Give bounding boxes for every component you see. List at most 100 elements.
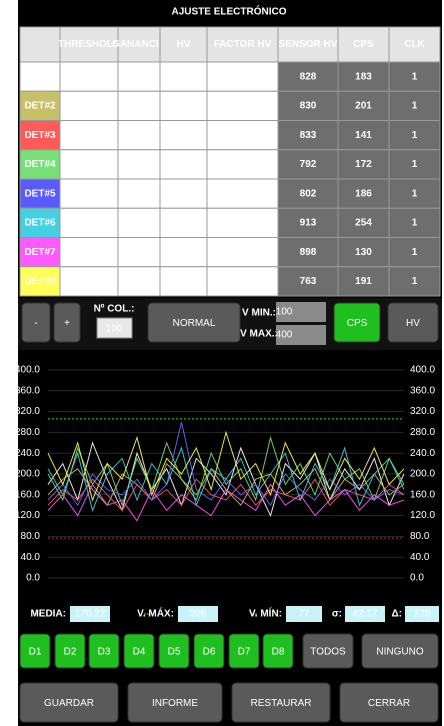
- cell-text: 500: [131, 130, 148, 141]
- minus-button-label[interactable]: -: [34, 318, 37, 329]
- action-button-label[interactable]: RESTAURAR: [251, 698, 312, 709]
- y-tick-label: 200.0: [15, 469, 40, 480]
- detector-button[interactable]: [19, 633, 51, 669]
- cell-text: 1: [412, 71, 418, 82]
- detector-button[interactable]: [123, 633, 155, 669]
- cell-text: 800: [175, 101, 192, 112]
- y2-tick-label: 360.0: [410, 385, 435, 396]
- cell: [159, 237, 208, 268]
- cell-text: 2500: [78, 188, 101, 199]
- normal-button-label[interactable]: NORMAL: [173, 318, 216, 329]
- cell-text: 1: [240, 71, 246, 82]
- stat-label: V. MÍN:: [249, 607, 282, 620]
- cell-text: 172: [355, 159, 372, 170]
- cell-text: 802: [300, 188, 317, 199]
- action-button[interactable]: [127, 682, 223, 723]
- detector-button[interactable]: [88, 633, 120, 669]
- y2-tick-label: 320.0: [410, 406, 435, 417]
- action-button[interactable]: [339, 682, 439, 723]
- detector-button[interactable]: [262, 633, 294, 669]
- cell-text: 833: [300, 130, 317, 141]
- cell: [117, 90, 161, 121]
- cell: [206, 90, 279, 121]
- cps-button[interactable]: [333, 302, 381, 343]
- cell: [388, 90, 441, 121]
- cell-text: 1: [412, 159, 418, 170]
- cell-text: 830: [300, 101, 317, 112]
- row-label-cell: [19, 207, 61, 238]
- action-button-label[interactable]: INFORME: [152, 698, 198, 709]
- cell-text: 500: [131, 101, 148, 112]
- all-button[interactable]: [302, 633, 354, 669]
- plus-button[interactable]: [53, 302, 81, 343]
- cell: [388, 149, 441, 180]
- cell-text: 500: [131, 71, 148, 82]
- stat-box: [178, 606, 218, 622]
- cell-text: 500: [131, 276, 148, 287]
- cell: [277, 90, 339, 121]
- action-button[interactable]: [231, 682, 331, 723]
- col-value[interactable]: 100: [106, 324, 123, 335]
- stat-value: 42.17: [352, 609, 377, 620]
- row-label-cell: [19, 266, 61, 297]
- stat-label: MEDIA:: [30, 609, 66, 620]
- cell: [117, 237, 161, 268]
- cell: [159, 266, 208, 297]
- cell: [59, 90, 119, 121]
- cell-text: 1: [240, 159, 246, 170]
- cell-text: 1: [240, 130, 246, 141]
- col-input[interactable]: [96, 317, 133, 339]
- row-label-cell: [19, 90, 61, 121]
- vmin-value[interactable]: 100: [276, 307, 293, 318]
- detector-button-label[interactable]: D2: [64, 647, 77, 658]
- action-button-label[interactable]: CERRAR: [368, 698, 410, 709]
- cell-text: 2500: [78, 130, 101, 141]
- detector-button-label[interactable]: D8: [272, 647, 285, 658]
- cell: [159, 61, 208, 92]
- series-line: [47, 430, 405, 502]
- vmax-value[interactable]: 400: [276, 330, 293, 341]
- cell: [206, 61, 279, 92]
- detector-button[interactable]: [193, 633, 225, 669]
- series-line: [47, 446, 405, 512]
- header-text: FACTOR HV: [214, 39, 272, 50]
- detector-button-label[interactable]: D7: [238, 647, 251, 658]
- detector-button[interactable]: [158, 633, 190, 669]
- detector-button[interactable]: [228, 633, 260, 669]
- row-label: DET#2: [24, 101, 56, 112]
- minus-button[interactable]: [21, 302, 51, 343]
- detector-button-label[interactable]: D3: [98, 647, 111, 658]
- normal-button[interactable]: [147, 302, 241, 343]
- action-button[interactable]: [19, 682, 119, 723]
- sigma-label: σ:: [332, 609, 342, 620]
- row-label: DET#5: [24, 188, 56, 199]
- stat-value: 229: [414, 609, 431, 620]
- cell: [277, 61, 339, 92]
- y2-tick-label: 40.0: [410, 552, 430, 563]
- cell-text: 191: [355, 276, 372, 287]
- vmin-input[interactable]: [276, 302, 326, 322]
- cell-text: 898: [300, 247, 317, 258]
- vmax-input[interactable]: [276, 325, 326, 345]
- cell-text: 186: [355, 188, 372, 199]
- detector-button-label[interactable]: D4: [133, 647, 146, 658]
- none-button[interactable]: [361, 633, 439, 669]
- cell: [388, 237, 441, 268]
- all-button-label[interactable]: TODOS: [310, 647, 346, 658]
- cps-button-label[interactable]: CPS: [347, 318, 368, 329]
- cell-text: 792: [300, 159, 317, 170]
- cell: [59, 207, 119, 238]
- hv-button-label[interactable]: HV: [406, 318, 420, 329]
- cell-text: 500: [131, 218, 148, 229]
- detector-button-label[interactable]: D5: [168, 647, 181, 658]
- header-text: THRESHOLD: [58, 39, 120, 50]
- cell: [117, 178, 161, 209]
- detector-button[interactable]: [54, 633, 86, 669]
- hv-button[interactable]: [387, 302, 439, 343]
- detector-button-label[interactable]: D1: [29, 647, 42, 658]
- detector-button-label[interactable]: D6: [203, 647, 216, 658]
- none-button-label[interactable]: NINGUNO: [376, 647, 423, 658]
- plus-button-label[interactable]: +: [64, 318, 70, 329]
- action-button-label[interactable]: GUARDAR: [44, 698, 94, 709]
- stat-box: [70, 606, 110, 622]
